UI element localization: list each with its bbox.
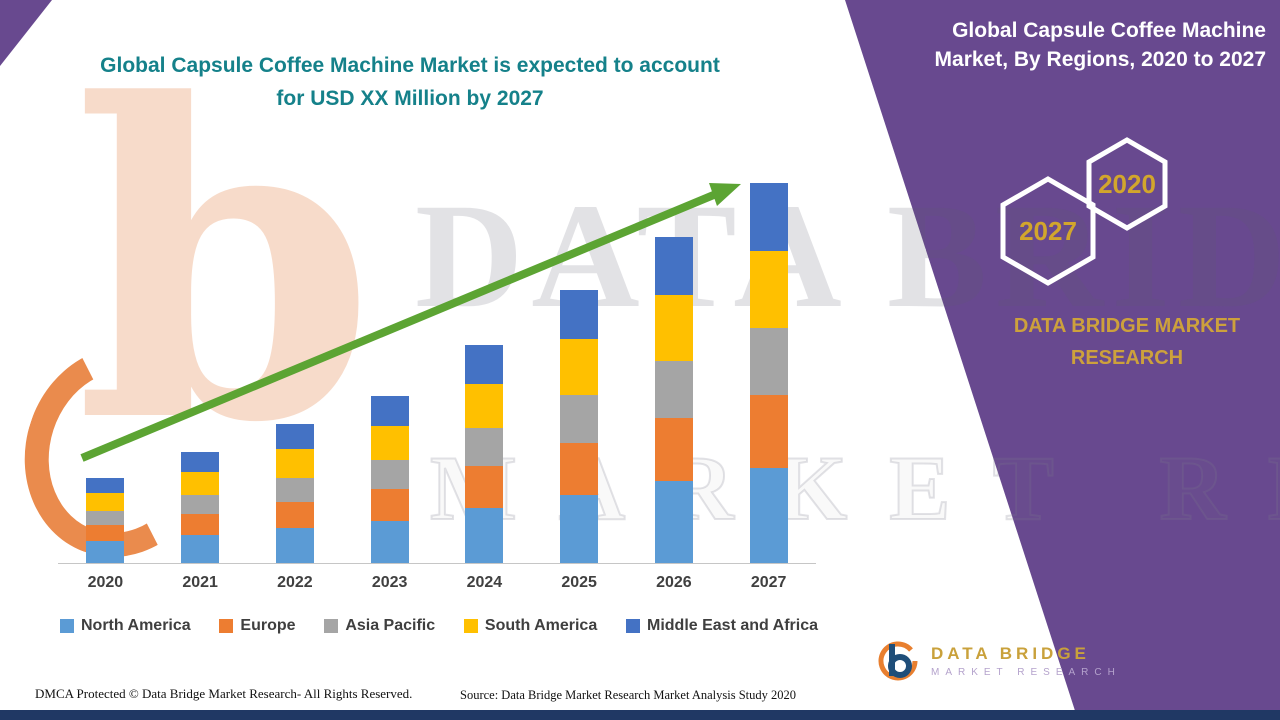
bar-2025 [560,290,599,563]
bar-segment-middle-east-and-africa [560,290,599,339]
logo-subtitle: MARKET RESEARCH [931,667,1121,678]
x-axis-label-2025: 2025 [561,574,597,591]
bar-segment-asia-pacific [86,511,125,525]
hexagon-2027-icon [1000,176,1096,286]
bar-segment-middle-east-and-africa [465,345,504,384]
x-axis-line [58,563,816,564]
bar-segment-asia-pacific [560,395,599,443]
legend-label: Asia Pacific [345,617,436,634]
bar-segment-europe [560,443,599,495]
x-axis-labels: 2020 2021 2022 2023 2024 2025 2026 2027 [58,574,816,592]
bar-segment-europe [654,418,693,481]
legend-swatch-icon [626,619,640,633]
data-bridge-logo: DATA BRIDGE MARKET RESEARCH [875,638,1121,684]
bottom-navy-strip [0,710,1280,720]
x-axis-label-2023: 2023 [371,574,408,591]
bar-segment-south-america [465,384,504,428]
legend-label: Europe [240,617,296,634]
x-axis-label-2024: 2024 [466,574,503,591]
chart-headline-line2: for USD XX Million by 2027 [276,86,544,110]
data-bridge-logo-icon [878,641,918,681]
hexagon-2027-label: 2027 [1019,216,1077,246]
hexagon-2020-icon [1086,137,1168,231]
bar-2026 [654,237,693,563]
bar-2024 [465,345,504,563]
bar-segment-middle-east-and-africa [275,424,314,449]
logo-text-block: DATA BRIDGE MARKET RESEARCH [931,644,1121,678]
panel-title: Global Capsule Coffee Machine Market, By… [934,19,1266,72]
bar-segment-south-america [275,449,314,478]
bar-segment-north-america [749,468,788,563]
legend-item-north-america: North America [60,617,191,635]
bar-segment-europe [86,525,125,541]
bar-segment-middle-east-and-africa [86,478,125,493]
bar-segment-middle-east-and-africa [370,396,409,426]
bar-segment-south-america [749,251,788,328]
bar-segment-europe [749,395,788,468]
bar-segment-europe [465,466,504,508]
bar-segment-asia-pacific [370,460,409,489]
bar-segment-europe [275,502,314,528]
source-note: Source: Data Bridge Market Research Mark… [460,688,797,702]
legend-swatch-icon [219,619,234,633]
legend-item-middle-east-and-africa: Middle East and Africa [626,617,818,635]
bar-2027 [749,183,788,563]
bar-segment-asia-pacific [654,361,693,418]
chart-headline: Global Capsule Coffee Machine Market is … [55,50,765,115]
chart-headline-line1: Global Capsule Coffee Machine Market is … [100,54,720,77]
bar-segment-south-america [654,295,693,361]
x-axis-label-2020: 2020 [87,574,124,591]
bar-segment-north-america [370,521,409,563]
legend-item-asia-pacific: Asia Pacific [324,617,435,635]
legend-item-europe: Europe [219,617,296,635]
bar-segment-middle-east-and-africa [181,452,220,472]
bar-segment-asia-pacific [749,328,788,395]
bar-segment-europe [370,489,409,521]
bar-segment-north-america [560,495,599,563]
bar-segment-north-america [181,535,220,563]
bar-segment-asia-pacific [181,495,220,514]
chart-legend: North America Europe Asia Pacific South Ame… [60,617,818,635]
brand-wordmark: DATA BRIDGE MARKET RESEARCH [1013,315,1241,369]
legend-swatch-icon [463,619,478,633]
dmca-notice: DMCA Protected © Data Bridge Market Rese… [35,686,413,701]
bar-segment-europe [181,514,220,535]
bar-segment-north-america [86,541,125,563]
legend-label: Middle East and Africa [647,617,818,634]
bar-segment-middle-east-and-africa [654,237,693,295]
bar-segment-south-america [560,339,599,395]
legend-item-south-america: South America [463,617,598,635]
bar-segment-asia-pacific [275,478,314,502]
bar-segment-north-america [465,508,504,563]
legend-label: North America [81,617,191,634]
legend-swatch-icon [324,619,339,633]
bar-segment-south-america [370,426,409,460]
x-axis-label-2026: 2026 [656,574,692,591]
corner-triangle-decoration [0,0,52,66]
bar-segment-north-america [275,528,314,563]
hexagon-2020-label: 2020 [1098,169,1156,199]
x-axis-label-2027: 2027 [750,574,787,591]
bar-2023 [370,396,409,563]
stacked-bar-chart [58,160,816,563]
x-axis-label-2022: 2022 [277,574,313,591]
bar-segment-south-america [86,493,125,511]
legend-swatch-icon [60,619,74,633]
bar-2022 [275,424,314,563]
bar-segment-north-america [654,481,693,563]
bar-2020 [86,478,125,563]
bar-segment-asia-pacific [465,428,504,466]
bar-segment-middle-east-and-africa [749,183,788,251]
bar-segment-south-america [181,472,220,495]
x-axis-label-2021: 2021 [182,574,218,591]
legend-label: South America [484,617,598,634]
bar-2021 [181,452,220,563]
year-hexagons: 2027 2020 [1000,137,1168,286]
logo-name: DATA BRIDGE [931,644,1090,663]
